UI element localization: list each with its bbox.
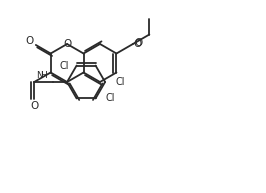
- Text: Cl: Cl: [59, 61, 69, 71]
- Text: O: O: [63, 39, 71, 49]
- Text: O: O: [26, 36, 34, 47]
- Text: O: O: [134, 39, 142, 49]
- Text: H: H: [40, 71, 47, 80]
- Text: Cl: Cl: [115, 77, 124, 87]
- Text: O: O: [30, 101, 38, 111]
- Text: Cl: Cl: [106, 93, 115, 103]
- Text: N: N: [36, 71, 43, 80]
- Text: O: O: [134, 38, 142, 48]
